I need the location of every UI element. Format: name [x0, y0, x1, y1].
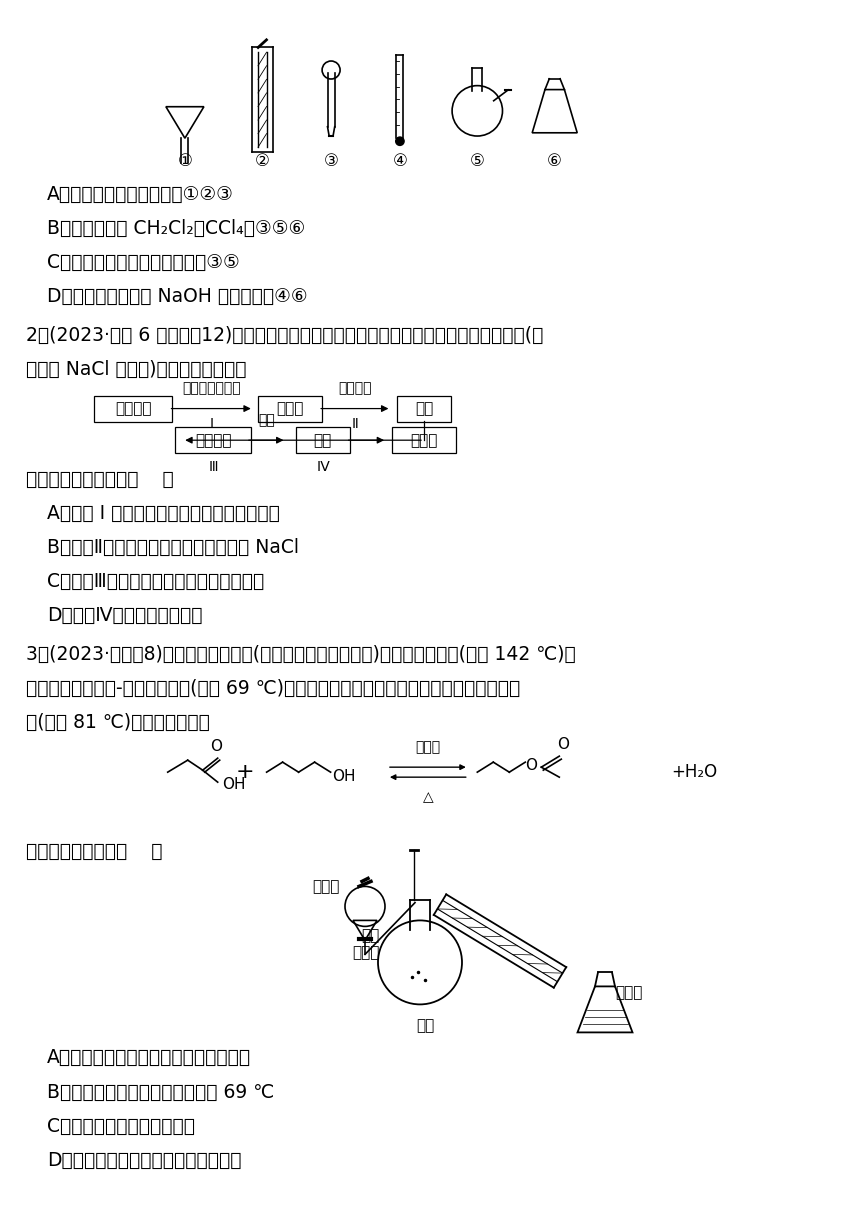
Text: C．接收瓶中会出现分层现象: C．接收瓶中会出现分层现象 [47, 1116, 195, 1136]
Text: O: O [525, 758, 538, 772]
Text: 悬浊液: 悬浊液 [276, 401, 304, 416]
Text: 环己烷: 环己烷 [313, 879, 340, 894]
Text: 2．(2023·浙江 6 月选考，12)苯甲酸是一种常用的食品防腐剂。某实验小组设计粗苯甲酸(含: 2．(2023·浙江 6 月选考，12)苯甲酸是一种常用的食品防腐剂。某实验小组… [26, 326, 544, 345]
Text: O: O [210, 739, 222, 754]
Text: 反应
混合液: 反应 混合液 [353, 928, 380, 961]
Text: △: △ [422, 790, 433, 804]
Text: A．操作 I 中依据苯甲酸的溶解度估算加水量: A．操作 I 中依据苯甲酸的溶解度估算加水量 [47, 503, 280, 523]
Text: ⑤: ⑤ [470, 152, 485, 169]
Text: 加水、加热溶解: 加水、加热溶解 [181, 382, 241, 395]
Text: Ⅳ: Ⅳ [316, 460, 329, 474]
Text: 下列说法不正确的是（    ）: 下列说法不正确的是（ ） [26, 469, 174, 489]
Text: Ⅱ: Ⅱ [352, 417, 358, 430]
Text: Ⅲ: Ⅲ [208, 460, 218, 474]
Text: 沸石: 沸石 [416, 1019, 434, 1034]
Text: 苯甲酸: 苯甲酸 [410, 433, 438, 447]
Text: 3．(2023·湖北，8)实验室用以下装置(夹持和水浴加热装置略)制备乙酸异戊酯(沸点 142 ℃)，: 3．(2023·湖北，8)实验室用以下装置(夹持和水浴加热装置略)制备乙酸异戊酯… [26, 644, 575, 664]
Text: C．浓硫酸催化乙醇制备乙烯：③⑤: C．浓硫酸催化乙醇制备乙烯：③⑤ [47, 253, 240, 272]
Text: A．重结晶法提纯苯甲酸：①②③: A．重结晶法提纯苯甲酸：①②③ [47, 185, 234, 204]
Text: D．根据带出水的体积可估算反应进度: D．根据带出水的体积可估算反应进度 [47, 1150, 242, 1170]
Text: Ⅰ: Ⅰ [209, 417, 213, 430]
Text: ①: ① [177, 152, 193, 169]
Text: 有少量 NaCl 和泥沙)的提纯方案如下：: 有少量 NaCl 和泥沙)的提纯方案如下： [26, 360, 246, 379]
Circle shape [396, 137, 404, 146]
Text: 浓硫酸: 浓硫酸 [415, 741, 440, 754]
Text: 冷却结晶: 冷却结晶 [195, 433, 231, 447]
Text: B．蒸馏法分离 CH₂Cl₂和CCl₄：③⑤⑥: B．蒸馏法分离 CH₂Cl₂和CCl₄：③⑤⑥ [47, 219, 305, 238]
Text: +: + [236, 762, 255, 782]
Text: O: O [557, 737, 569, 753]
Text: D．操作Ⅳ可用冷水洗涤晶体: D．操作Ⅳ可用冷水洗涤晶体 [47, 606, 203, 625]
Text: 滤液: 滤液 [415, 401, 433, 416]
Text: B．操作Ⅱ趁热过滤的目的是除去泥沙和 NaCl: B．操作Ⅱ趁热过滤的目的是除去泥沙和 NaCl [47, 537, 299, 557]
Text: OH: OH [333, 769, 356, 783]
Text: 冷凝水: 冷凝水 [615, 985, 642, 1000]
Text: ④: ④ [392, 152, 408, 169]
Text: D．酸碱滴定法测定 NaOH 溶液浓度：④⑥: D．酸碱滴定法测定 NaOH 溶液浓度：④⑥ [47, 287, 308, 306]
Text: 洗涤: 洗涤 [313, 433, 332, 447]
Text: ③: ③ [323, 152, 339, 169]
Text: 烷(沸点 81 ℃)，其反应原理：: 烷(沸点 81 ℃)，其反应原理： [26, 713, 210, 732]
Text: +H₂O: +H₂O [671, 764, 717, 781]
Text: OH: OH [222, 777, 245, 792]
Text: C．操作Ⅲ缓慢冷却结晶可减少杂质被包裹: C．操作Ⅲ缓慢冷却结晶可减少杂质被包裹 [47, 572, 265, 591]
Text: 趁热过滤: 趁热过滤 [338, 382, 372, 395]
Text: 下列说法错误的是（    ）: 下列说法错误的是（ ） [26, 841, 163, 861]
Text: B．反应时水浴温度需严格控制在 69 ℃: B．反应时水浴温度需严格控制在 69 ℃ [47, 1082, 274, 1102]
Text: 过滤: 过滤 [258, 413, 274, 427]
Text: ⑥: ⑥ [547, 152, 562, 169]
Text: 粗苯甲酸: 粗苯甲酸 [115, 401, 151, 416]
Text: ②: ② [255, 152, 270, 169]
Text: A．以共沸体系带出水促使反应正向进行: A．以共沸体系带出水促使反应正向进行 [47, 1048, 251, 1068]
Text: 实验中利用环己烷-水的共沸体系(沸点 69 ℃)带出水分。已知体系中沸点最低的有机物是环己: 实验中利用环己烷-水的共沸体系(沸点 69 ℃)带出水分。已知体系中沸点最低的有… [26, 679, 520, 698]
